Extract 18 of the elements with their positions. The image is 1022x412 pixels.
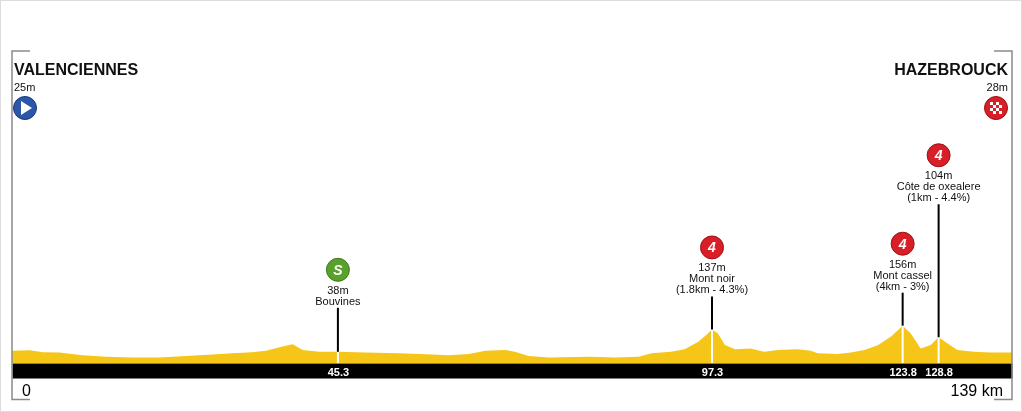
text: 28m: [986, 81, 1008, 93]
text: HAZEBROUCK: [894, 61, 1009, 78]
text: 25m: [14, 81, 36, 93]
badge-icon: S: [325, 257, 350, 282]
text: 139 km: [950, 382, 1003, 399]
text: 38m Bouvines: [315, 283, 362, 307]
x-tick-label: 45.3: [327, 365, 350, 378]
x-tick-label: 97.3: [701, 365, 724, 378]
x-tick-label: 123.8: [889, 365, 917, 378]
badge-icon: 4: [700, 235, 724, 260]
badge-icon: 4: [926, 143, 951, 168]
x-tick-label: 128.8: [925, 365, 953, 378]
text: 156m Mont cassel (4km - 3%): [873, 257, 932, 292]
text: 104m Côte de oxealere (1km - 4.4%): [896, 169, 981, 204]
text: 0: [22, 382, 31, 399]
badge-icon: 4: [890, 231, 915, 256]
text: VALENCIENNES: [14, 61, 139, 78]
text: 137m Mont noir (1.8km - 4.3%): [675, 261, 749, 296]
